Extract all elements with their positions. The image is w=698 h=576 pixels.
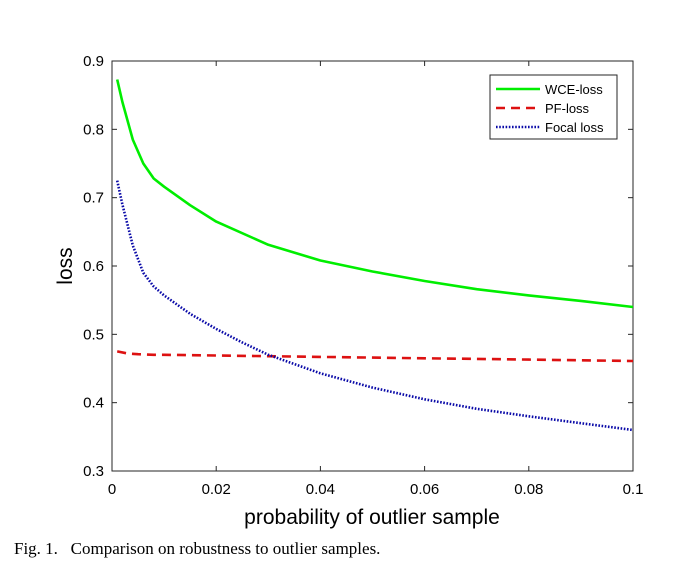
data-series xyxy=(115,79,634,432)
y-tick-label: 0.5 xyxy=(83,326,104,343)
legend-label-wce-loss: WCE-loss xyxy=(545,82,603,97)
y-tick-label: 0.7 xyxy=(83,190,104,207)
x-tick-label: 0.04 xyxy=(306,481,335,498)
y-tick-label: 0.3 xyxy=(83,463,104,480)
x-axis-title: probability of outlier sample xyxy=(244,506,500,529)
legend: WCE-loss PF-loss Focal loss xyxy=(489,74,618,140)
y-tick-label: 0.4 xyxy=(83,395,104,412)
series-line-wce-loss xyxy=(115,79,634,309)
y-tick-label: 0.6 xyxy=(83,258,104,275)
line-chart: 0 0.02 0.04 0.06 0.08 0.1 0.3 0.4 0.5 0.6 0.7 0.8 0.… xyxy=(54,53,643,529)
series-line-pf-loss xyxy=(116,350,634,363)
series-line-focal-loss xyxy=(115,180,634,432)
legend-label-focal-loss: Focal loss xyxy=(545,120,604,135)
axis-ticks: 0 0.02 0.04 0.06 0.08 0.1 0.3 0.4 0.5 0.6 0.7 0.8 0.… xyxy=(83,53,643,498)
x-tick-label: 0.08 xyxy=(514,481,543,498)
legend-label-pf-loss: PF-loss xyxy=(545,101,590,116)
x-tick-label: 0 xyxy=(108,481,116,498)
x-tick-label: 0.02 xyxy=(202,481,231,498)
x-tick-label: 0.1 xyxy=(623,481,644,498)
figure-caption: Fig. 1. Comparison on robustness to outl… xyxy=(14,539,381,558)
x-tick-label: 0.06 xyxy=(410,481,439,498)
y-tick-label: 0.9 xyxy=(83,53,104,70)
y-axis-title: loss xyxy=(54,247,77,284)
y-tick-label: 0.8 xyxy=(83,121,104,138)
